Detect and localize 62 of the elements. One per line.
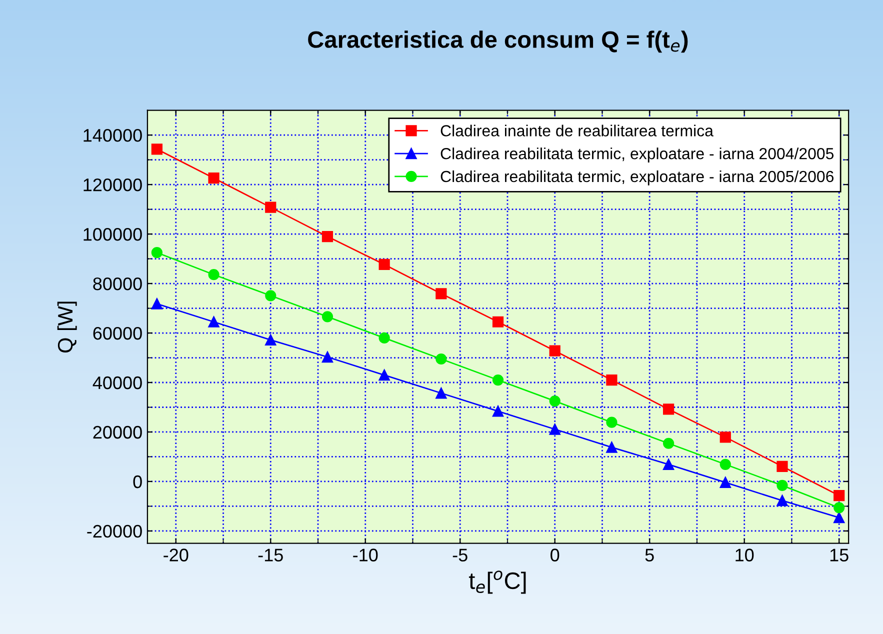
point <box>662 404 674 415</box>
y-tick-label: 0 <box>133 475 142 488</box>
legend-label: Cladirea reabilitata termic, exploatare - iarna 2005/2006 <box>440 170 834 186</box>
y-tick-label: 140000 <box>84 128 142 142</box>
point <box>151 247 162 258</box>
x-tick-label: 10 <box>736 548 754 562</box>
point <box>492 316 504 328</box>
x-tick-label: -10 <box>353 548 378 562</box>
point <box>776 480 788 491</box>
point <box>720 476 731 488</box>
y-tick-label: 100000 <box>84 228 142 241</box>
point <box>378 370 390 381</box>
point <box>549 345 560 356</box>
point <box>549 424 560 435</box>
y-tick-label: 60000 <box>93 326 142 340</box>
point <box>662 458 674 470</box>
point <box>834 502 845 514</box>
point <box>378 258 390 270</box>
legend-label: Cladirea inainte de reabilitarea termica <box>440 124 714 136</box>
x-tick-label: -20 <box>164 548 188 562</box>
point <box>436 388 447 399</box>
point <box>265 202 276 213</box>
point <box>208 269 220 280</box>
point <box>322 311 334 322</box>
point <box>208 316 220 328</box>
y-tick-label: 80000 <box>93 277 142 290</box>
point <box>436 353 447 365</box>
chart-title: Caracteristica de consum Q = f(t$_{e}$) <box>308 30 688 53</box>
x-tick-label: 0 <box>550 548 560 562</box>
point <box>606 442 618 453</box>
x-axis-title: t$_{e}$[$^{o}$C] <box>468 570 526 594</box>
point <box>436 288 447 300</box>
point <box>720 458 731 470</box>
point <box>208 172 220 184</box>
point <box>834 490 845 502</box>
point <box>322 351 334 363</box>
y-tick-label: 120000 <box>84 178 142 192</box>
point <box>720 432 731 443</box>
point <box>378 332 390 344</box>
point <box>492 406 504 417</box>
point <box>492 374 504 386</box>
point <box>265 334 276 346</box>
x-tick-label: 15 <box>830 548 848 562</box>
point <box>662 438 674 449</box>
point <box>265 290 276 302</box>
x-tick-label: 5 <box>645 548 654 562</box>
point <box>606 374 618 386</box>
point <box>606 416 618 428</box>
point <box>776 460 788 472</box>
point <box>549 396 560 407</box>
y-axis-title: Q [W] <box>57 302 77 352</box>
x-tick-label: -5 <box>452 548 468 562</box>
point <box>151 144 162 155</box>
legend-label: Cladirea reabilitata termic, exploatare - iarna 2004/2005 <box>440 148 834 162</box>
y-tick-label: 20000 <box>93 426 142 439</box>
x-tick-label: -15 <box>258 548 283 562</box>
point <box>322 230 334 242</box>
point <box>776 494 788 506</box>
point <box>834 512 845 524</box>
point <box>151 298 162 310</box>
y-tick-label: 40000 <box>92 376 142 390</box>
y-tick-label: -20000 <box>87 524 142 538</box>
